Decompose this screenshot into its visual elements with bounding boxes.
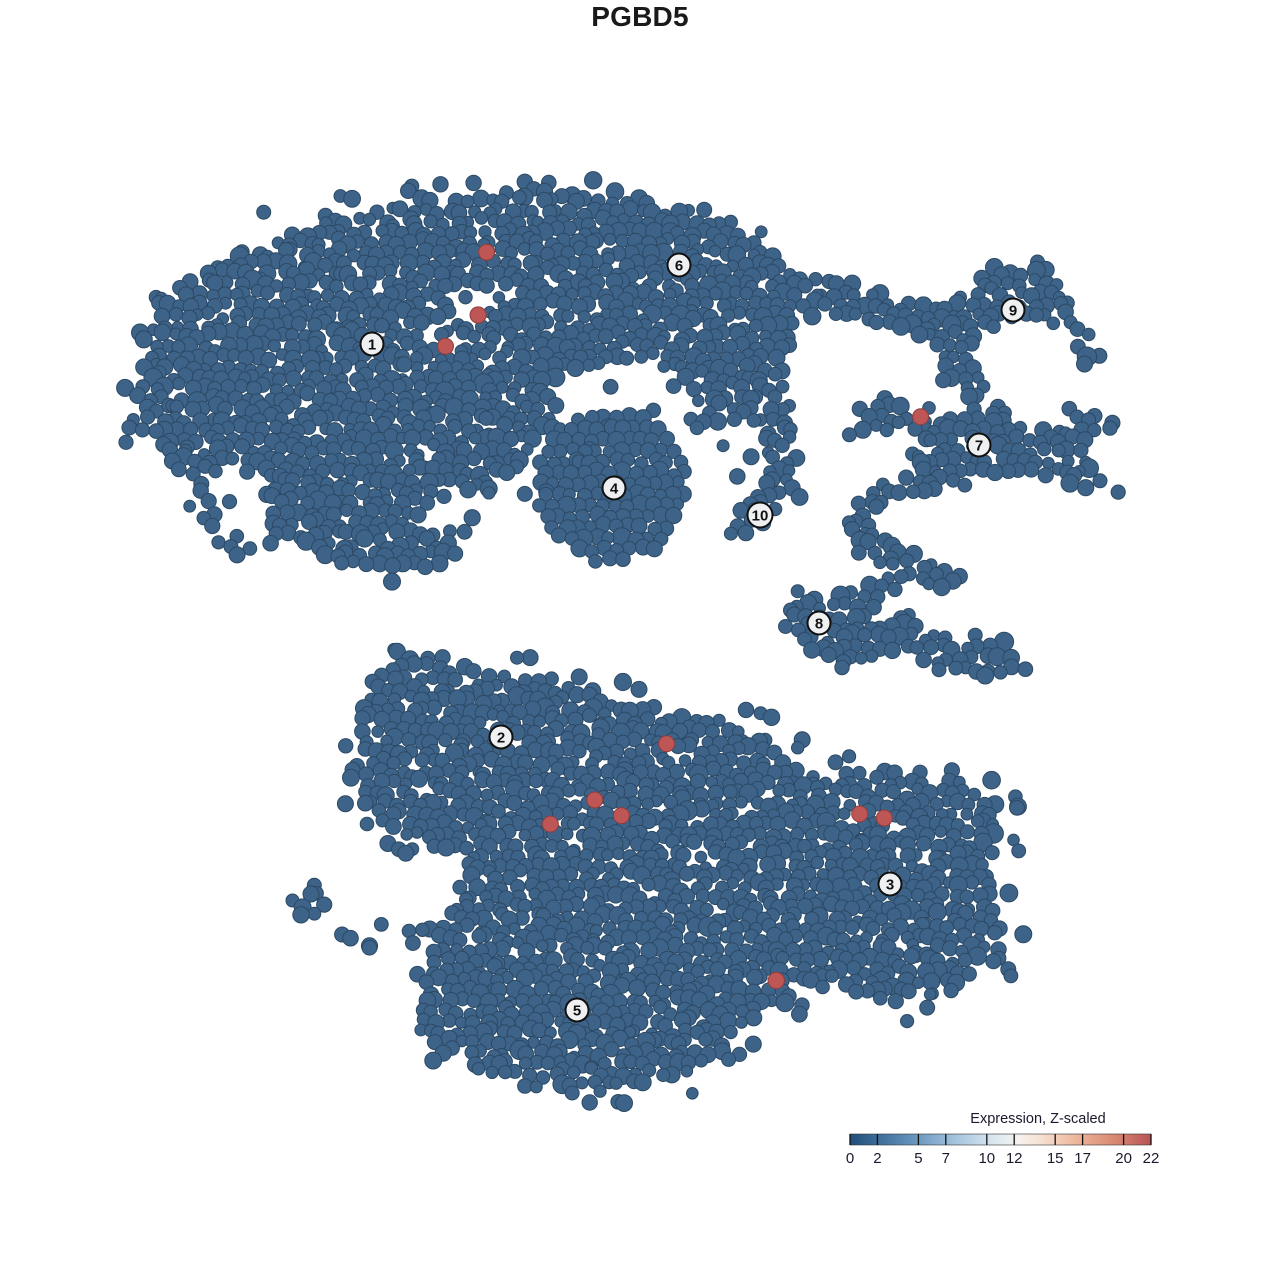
svg-text:Expression, Z-scaled: Expression, Z-scaled	[970, 1111, 1105, 1127]
svg-text:7: 7	[942, 1150, 950, 1167]
svg-text:12: 12	[1006, 1150, 1023, 1167]
svg-text:15: 15	[1047, 1150, 1064, 1167]
svg-text:10: 10	[978, 1150, 995, 1167]
svg-text:22: 22	[1143, 1150, 1160, 1167]
svg-text:17: 17	[1074, 1150, 1091, 1167]
svg-text:2: 2	[873, 1150, 881, 1167]
svg-text:20: 20	[1115, 1150, 1132, 1167]
svg-text:5: 5	[914, 1150, 922, 1167]
svg-text:0: 0	[846, 1150, 854, 1167]
